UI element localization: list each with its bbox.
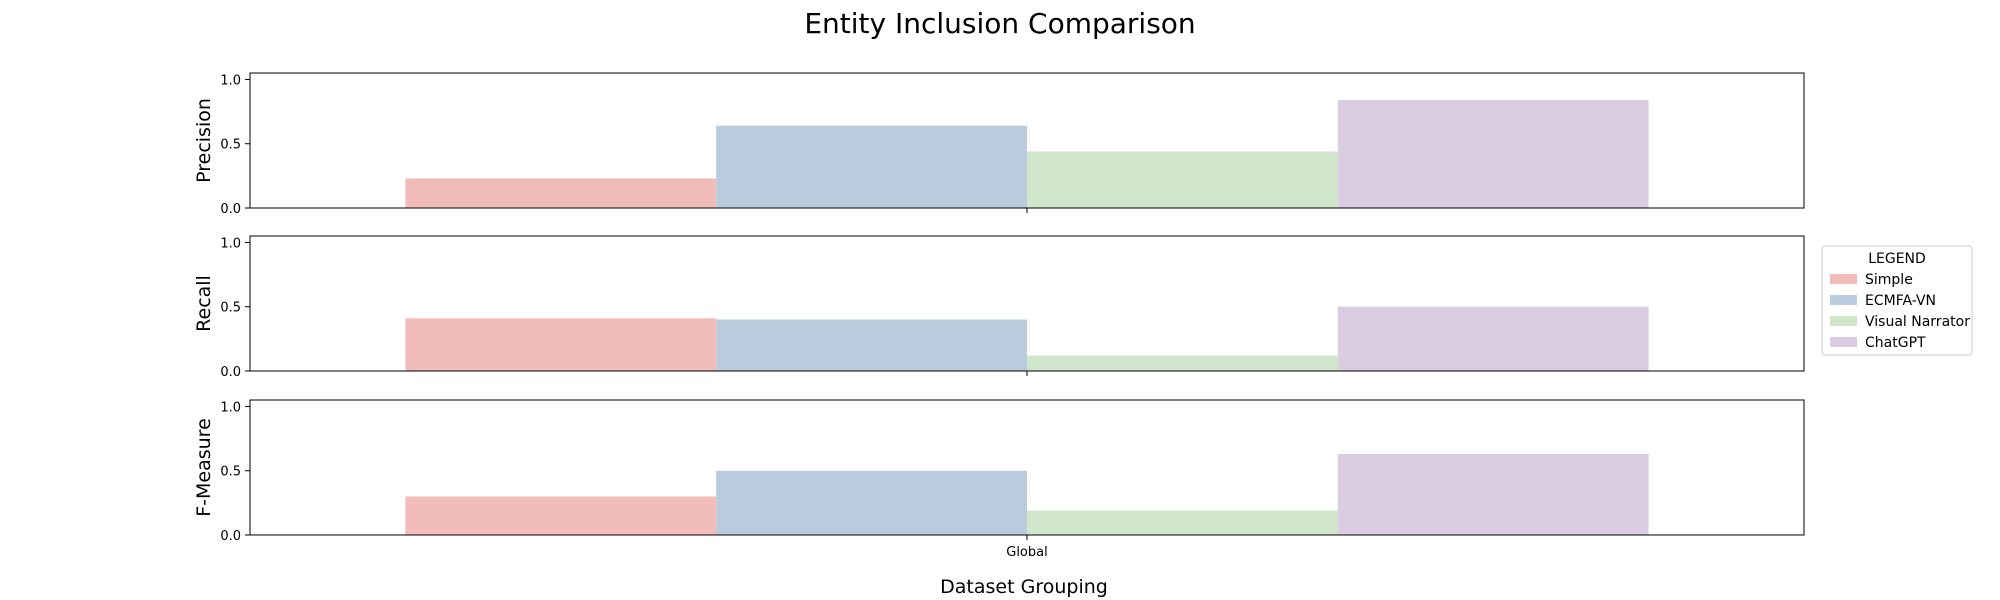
y-tick-label: 1.0 <box>220 400 241 415</box>
bar-precision-chatgpt <box>1337 100 1649 208</box>
bar-recall-ecmfa-vn <box>716 319 1027 371</box>
legend-label: ChatGPT <box>1865 335 1926 351</box>
bar-f-measure-ecmfa-vn <box>716 470 1027 535</box>
panel-precision: 0.0 0.5 1.0 Precision <box>193 72 1805 217</box>
legend-swatch <box>1830 295 1857 305</box>
bar-recall-visual-narrator <box>1027 355 1338 371</box>
y-tick-label: 0.0 <box>220 202 241 217</box>
bar-f-measure-visual-narrator <box>1027 510 1338 535</box>
y-axis-title-f-measure: F-Measure <box>193 418 215 517</box>
panel-recall: 0.0 0.5 1.0 Recall <box>193 235 1805 380</box>
legend-swatch <box>1830 274 1857 284</box>
bar-f-measure-chatgpt <box>1337 454 1649 535</box>
y-tick-label: 0.0 <box>220 529 241 544</box>
legend-swatch <box>1830 316 1857 326</box>
legend-swatch <box>1830 337 1857 347</box>
y-tick-label: 0.5 <box>220 138 241 153</box>
x-tick-label: Global <box>1006 545 1047 560</box>
y-axis-title-precision: Precision <box>193 98 215 183</box>
legend-label: Visual Narrator <box>1865 314 1970 330</box>
bar-precision-visual-narrator <box>1027 151 1338 208</box>
legend-label: Simple <box>1865 272 1913 288</box>
bar-precision-ecmfa-vn <box>716 125 1027 208</box>
y-tick-label: 1.0 <box>220 236 241 251</box>
y-tick-label: 0.5 <box>220 301 241 316</box>
chart-title: Entity Inclusion Comparison <box>804 7 1195 40</box>
legend-label: ECMFA-VN <box>1865 293 1936 309</box>
y-axis-title-recall: Recall <box>193 275 215 332</box>
y-tick-label: 0.0 <box>220 365 241 380</box>
bar-recall-simple <box>405 318 717 371</box>
legend-title: LEGEND <box>1868 251 1926 267</box>
bar-precision-simple <box>405 178 717 208</box>
panels: 0.0 0.5 1.0 Precision 0.0 0.5 1.0 Recall 0.0 0.5 1… <box>193 72 1805 560</box>
legend: LEGEND Simple ECMFA-VN Visual Narrator ChatG… <box>1821 245 1973 356</box>
bar-recall-chatgpt <box>1337 306 1649 371</box>
panel-f-measure: 0.0 0.5 1.0 Global F-Measure <box>193 399 1805 560</box>
y-tick-label: 1.0 <box>220 73 241 88</box>
y-tick-label: 0.5 <box>220 465 241 480</box>
legend-box <box>1821 245 1973 356</box>
x-axis-title: Dataset Grouping <box>940 576 1108 598</box>
bar-f-measure-simple <box>405 496 717 535</box>
